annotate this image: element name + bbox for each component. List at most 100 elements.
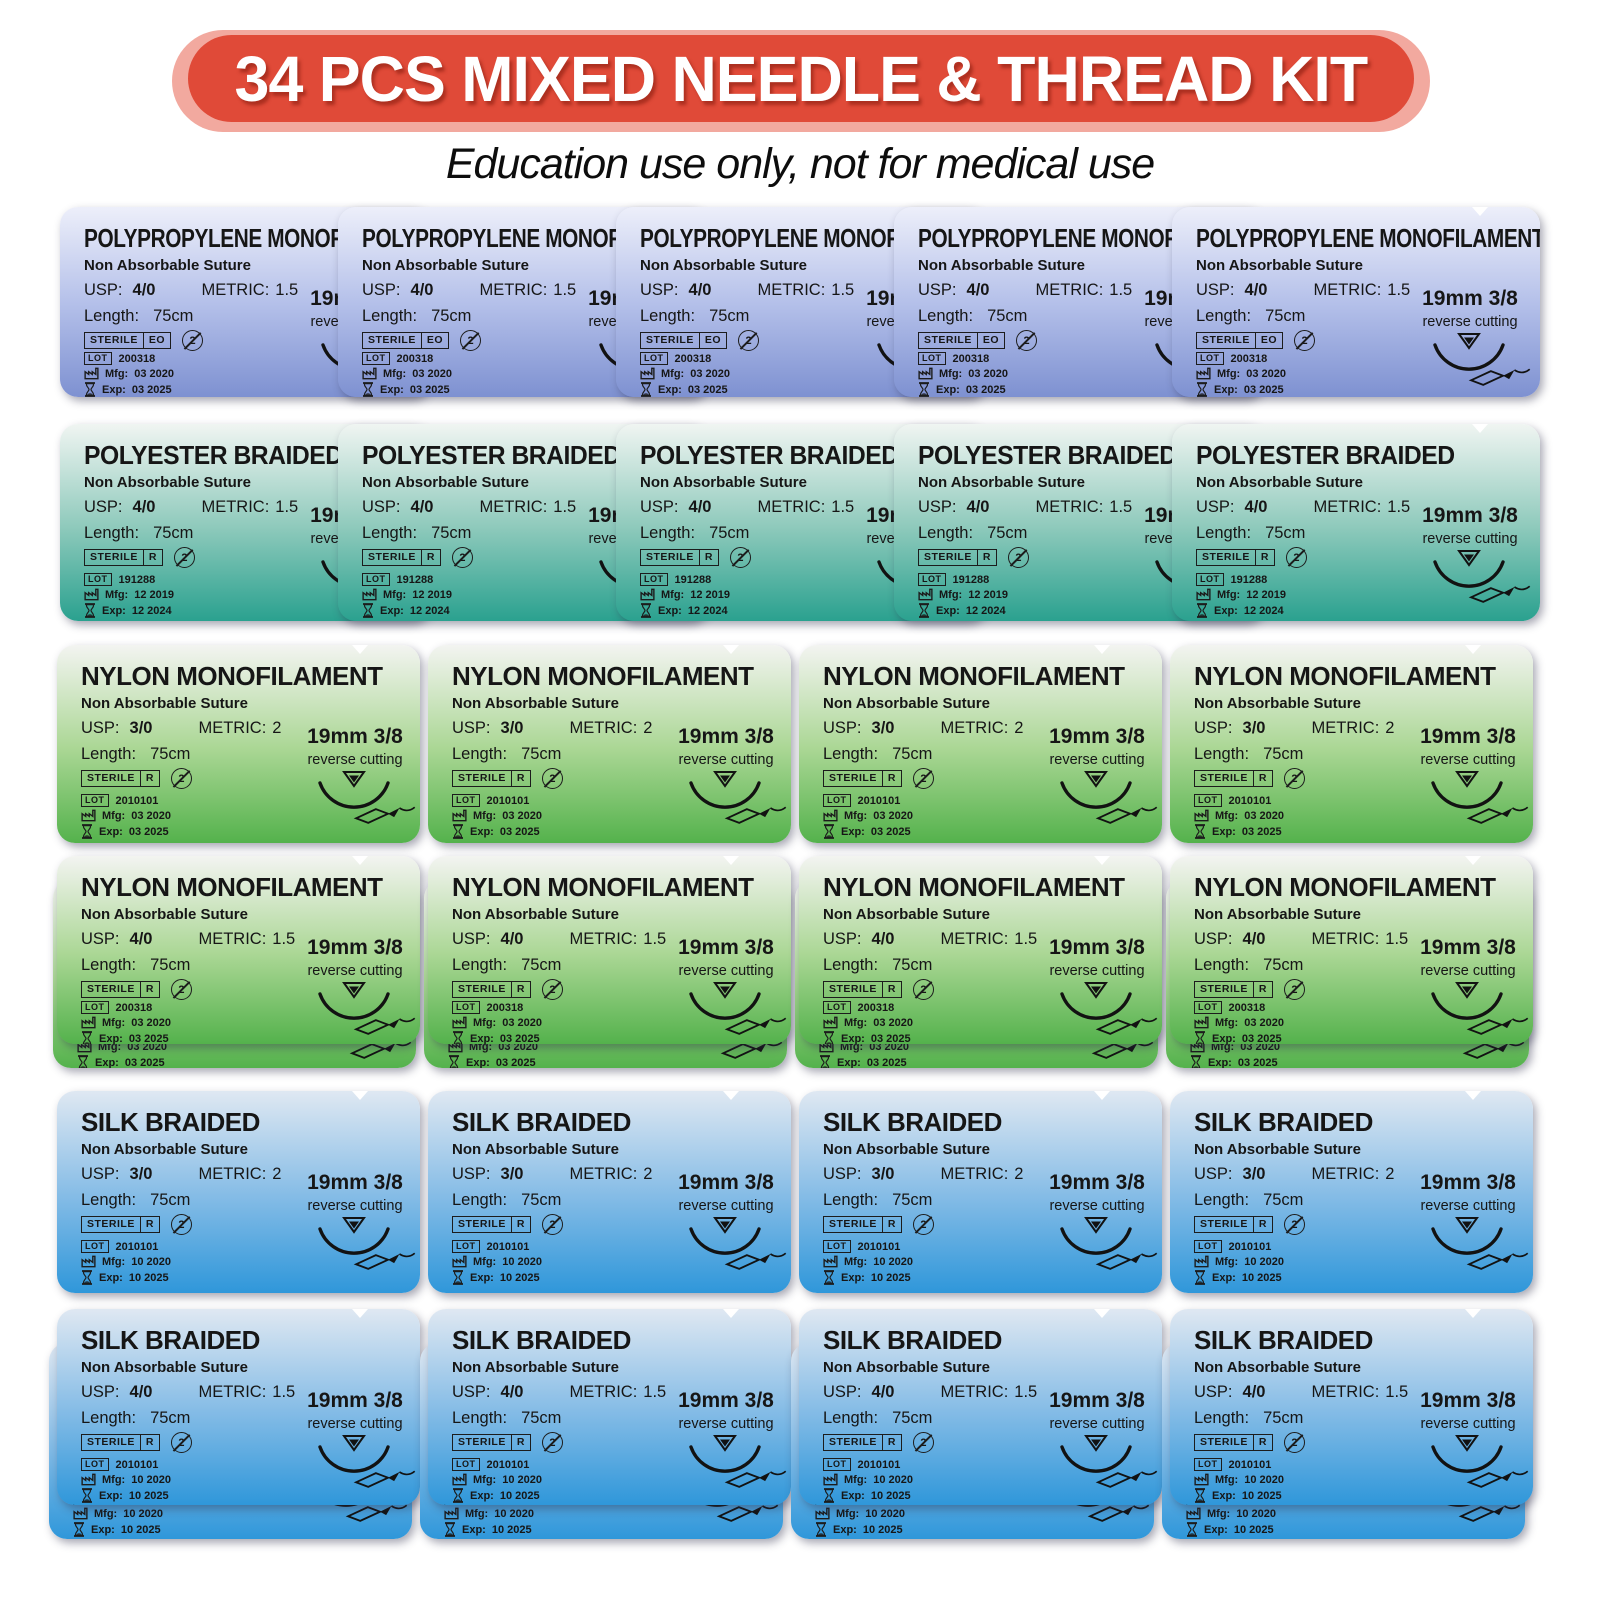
hourglass-icon xyxy=(1187,1522,1197,1537)
needle-size: 19mm 3/8 xyxy=(678,1389,774,1412)
sterile-badge: STERILE R xyxy=(84,549,163,566)
length-line: Length: 75cm xyxy=(1194,745,1303,764)
mfg-row: Mfg: 10 2020 xyxy=(1186,1507,1276,1520)
exp-value: 12 2024 xyxy=(687,604,728,617)
sterile-badge: STERILE R xyxy=(823,1434,902,1451)
metric-label: METRIC: xyxy=(1311,719,1380,737)
size-spec-line: USP: 4/0 METRIC: 1.5 xyxy=(640,498,854,517)
sterilization-method: R xyxy=(881,1435,901,1450)
lot-value: 2010101 xyxy=(857,794,901,807)
exp-value: 10 2025 xyxy=(870,1489,911,1502)
usp-label: USP: xyxy=(823,719,862,737)
exp-label: Exp: xyxy=(470,1271,494,1284)
exp-label: Exp: xyxy=(841,1032,865,1045)
lot-value: 2010101 xyxy=(115,1240,159,1253)
lot-value: 2010101 xyxy=(1228,1240,1272,1253)
exp-row: Exp: 10 2025 xyxy=(1194,1488,1282,1503)
usp-label: USP: xyxy=(452,930,491,948)
mfg-label: Mfg: xyxy=(661,588,685,601)
usp-label: USP: xyxy=(84,281,123,299)
factory-icon xyxy=(81,809,96,822)
lot-row: LOT 2010101 xyxy=(81,794,158,807)
needle-point-type: reverse cutting xyxy=(307,1198,403,1214)
exp-value: 03 2025 xyxy=(1243,383,1284,396)
mfg-value: 03 2020 xyxy=(968,367,1008,380)
mfg-row: Mfg: 03 2020 xyxy=(918,367,1008,380)
length-label: Length: xyxy=(81,1191,137,1209)
hourglass-icon xyxy=(85,382,95,397)
needle-curvature-icon xyxy=(318,1435,390,1473)
usp-label: USP: xyxy=(452,1165,491,1183)
mfg-value: 03 2020 xyxy=(502,1016,542,1029)
exp-value: 03 2025 xyxy=(1237,1056,1278,1069)
exp-row: Exp: 03 2025 xyxy=(452,824,540,839)
length-value: 75cm xyxy=(521,745,562,763)
lot-value: 200318 xyxy=(1228,1001,1266,1014)
needle-size: 19mm 3/8 xyxy=(1422,287,1518,310)
length-value: 75cm xyxy=(431,307,472,325)
metric-label: METRIC: xyxy=(1311,1383,1380,1401)
hourglass-icon xyxy=(82,1488,92,1503)
hourglass-icon xyxy=(824,1488,834,1503)
lot-value: 2010101 xyxy=(1228,1458,1272,1471)
length-line: Length: 75cm xyxy=(823,745,932,764)
exp-label: Exp: xyxy=(99,1489,123,1502)
factory-icon xyxy=(640,588,655,601)
curved-needle-icon xyxy=(1095,1017,1158,1035)
mfg-row: Mfg: 03 2020 xyxy=(1194,809,1284,822)
metric-label: METRIC: xyxy=(198,930,267,948)
exp-value: 03 2025 xyxy=(687,383,728,396)
curved-needle-icon xyxy=(1095,1252,1158,1270)
exp-label: Exp: xyxy=(658,383,682,396)
sterile-badge: STERILE R xyxy=(918,549,997,566)
usp-value: 4/0 xyxy=(132,281,156,299)
hourglass-icon xyxy=(919,603,929,618)
usp-value: 4/0 xyxy=(1242,1383,1266,1401)
needle-point-type: reverse cutting xyxy=(1049,752,1145,768)
do-not-reuse-icon: 2 xyxy=(1283,1214,1305,1235)
sterile-row: STERILE EO 2 xyxy=(918,330,1038,351)
hourglass-icon xyxy=(453,1031,463,1044)
sterile-label: STERILE xyxy=(1202,334,1250,346)
size-spec-line: USP: 4/0 METRIC: 1.5 xyxy=(81,1383,295,1402)
mfg-value: 10 2020 xyxy=(873,1255,913,1268)
factory-icon xyxy=(81,1473,96,1486)
length-line: Length: 75cm xyxy=(84,307,193,326)
exp-value: 10 2025 xyxy=(870,1271,911,1284)
mfg-row: Mfg: 10 2020 xyxy=(1194,1255,1284,1268)
needle-curvature-icon xyxy=(1431,1435,1503,1473)
suture-packet: SILK BRAIDED Non Absorbable Suture USP: 4/0… xyxy=(1170,1309,1533,1505)
length-line: Length: 75cm xyxy=(84,524,193,543)
tear-notch-icon xyxy=(352,856,368,865)
mfg-value: 12 2019 xyxy=(690,588,730,601)
metric-value: 1.5 xyxy=(1385,1383,1409,1401)
sterilization-method: R xyxy=(420,550,440,565)
lot-value: 2010101 xyxy=(486,794,530,807)
length-value: 75cm xyxy=(150,745,191,763)
lot-row: LOT 200318 xyxy=(84,352,155,365)
needle-spec: 19mm 3/8 reverse cutting xyxy=(660,1171,791,1214)
suture-material-name: NYLON MONOFILAMENT xyxy=(81,872,383,902)
sterilization-method: R xyxy=(510,1217,530,1232)
sterile-badge: STERILE R xyxy=(81,981,160,998)
sterile-label: STERILE xyxy=(368,334,416,346)
mfg-row: Mfg: 03 2020 xyxy=(823,809,913,822)
needle-spec: 19mm 3/8 reverse cutting xyxy=(660,725,791,768)
size-spec-line: USP: 3/0 METRIC: 2 xyxy=(452,719,652,738)
lot-value: 2010101 xyxy=(486,1458,530,1471)
size-spec-line: USP: 3/0 METRIC: 2 xyxy=(81,1165,281,1184)
usp-value: 3/0 xyxy=(1242,1165,1266,1183)
size-spec-line: USP: 4/0 METRIC: 1.5 xyxy=(452,930,666,949)
length-line: Length: 75cm xyxy=(823,956,932,975)
suture-class: Non Absorbable Suture xyxy=(918,257,1085,274)
factory-icon xyxy=(1194,1016,1209,1029)
exp-value: 10 2025 xyxy=(128,1271,169,1284)
metric-value: 1.5 xyxy=(553,281,577,299)
exp-row: Exp: 10 2025 xyxy=(81,1270,169,1285)
suture-packet: NYLON MONOFILAMENT Non Absorbable Suture U… xyxy=(799,645,1162,843)
mfg-label: Mfg: xyxy=(473,1473,497,1486)
exp-row: Exp: 03 2025 xyxy=(452,1031,540,1044)
exp-row: Exp: 03 2025 xyxy=(819,1055,907,1068)
exp-label: Exp: xyxy=(936,383,960,396)
curved-needle-icon xyxy=(1087,1504,1150,1522)
